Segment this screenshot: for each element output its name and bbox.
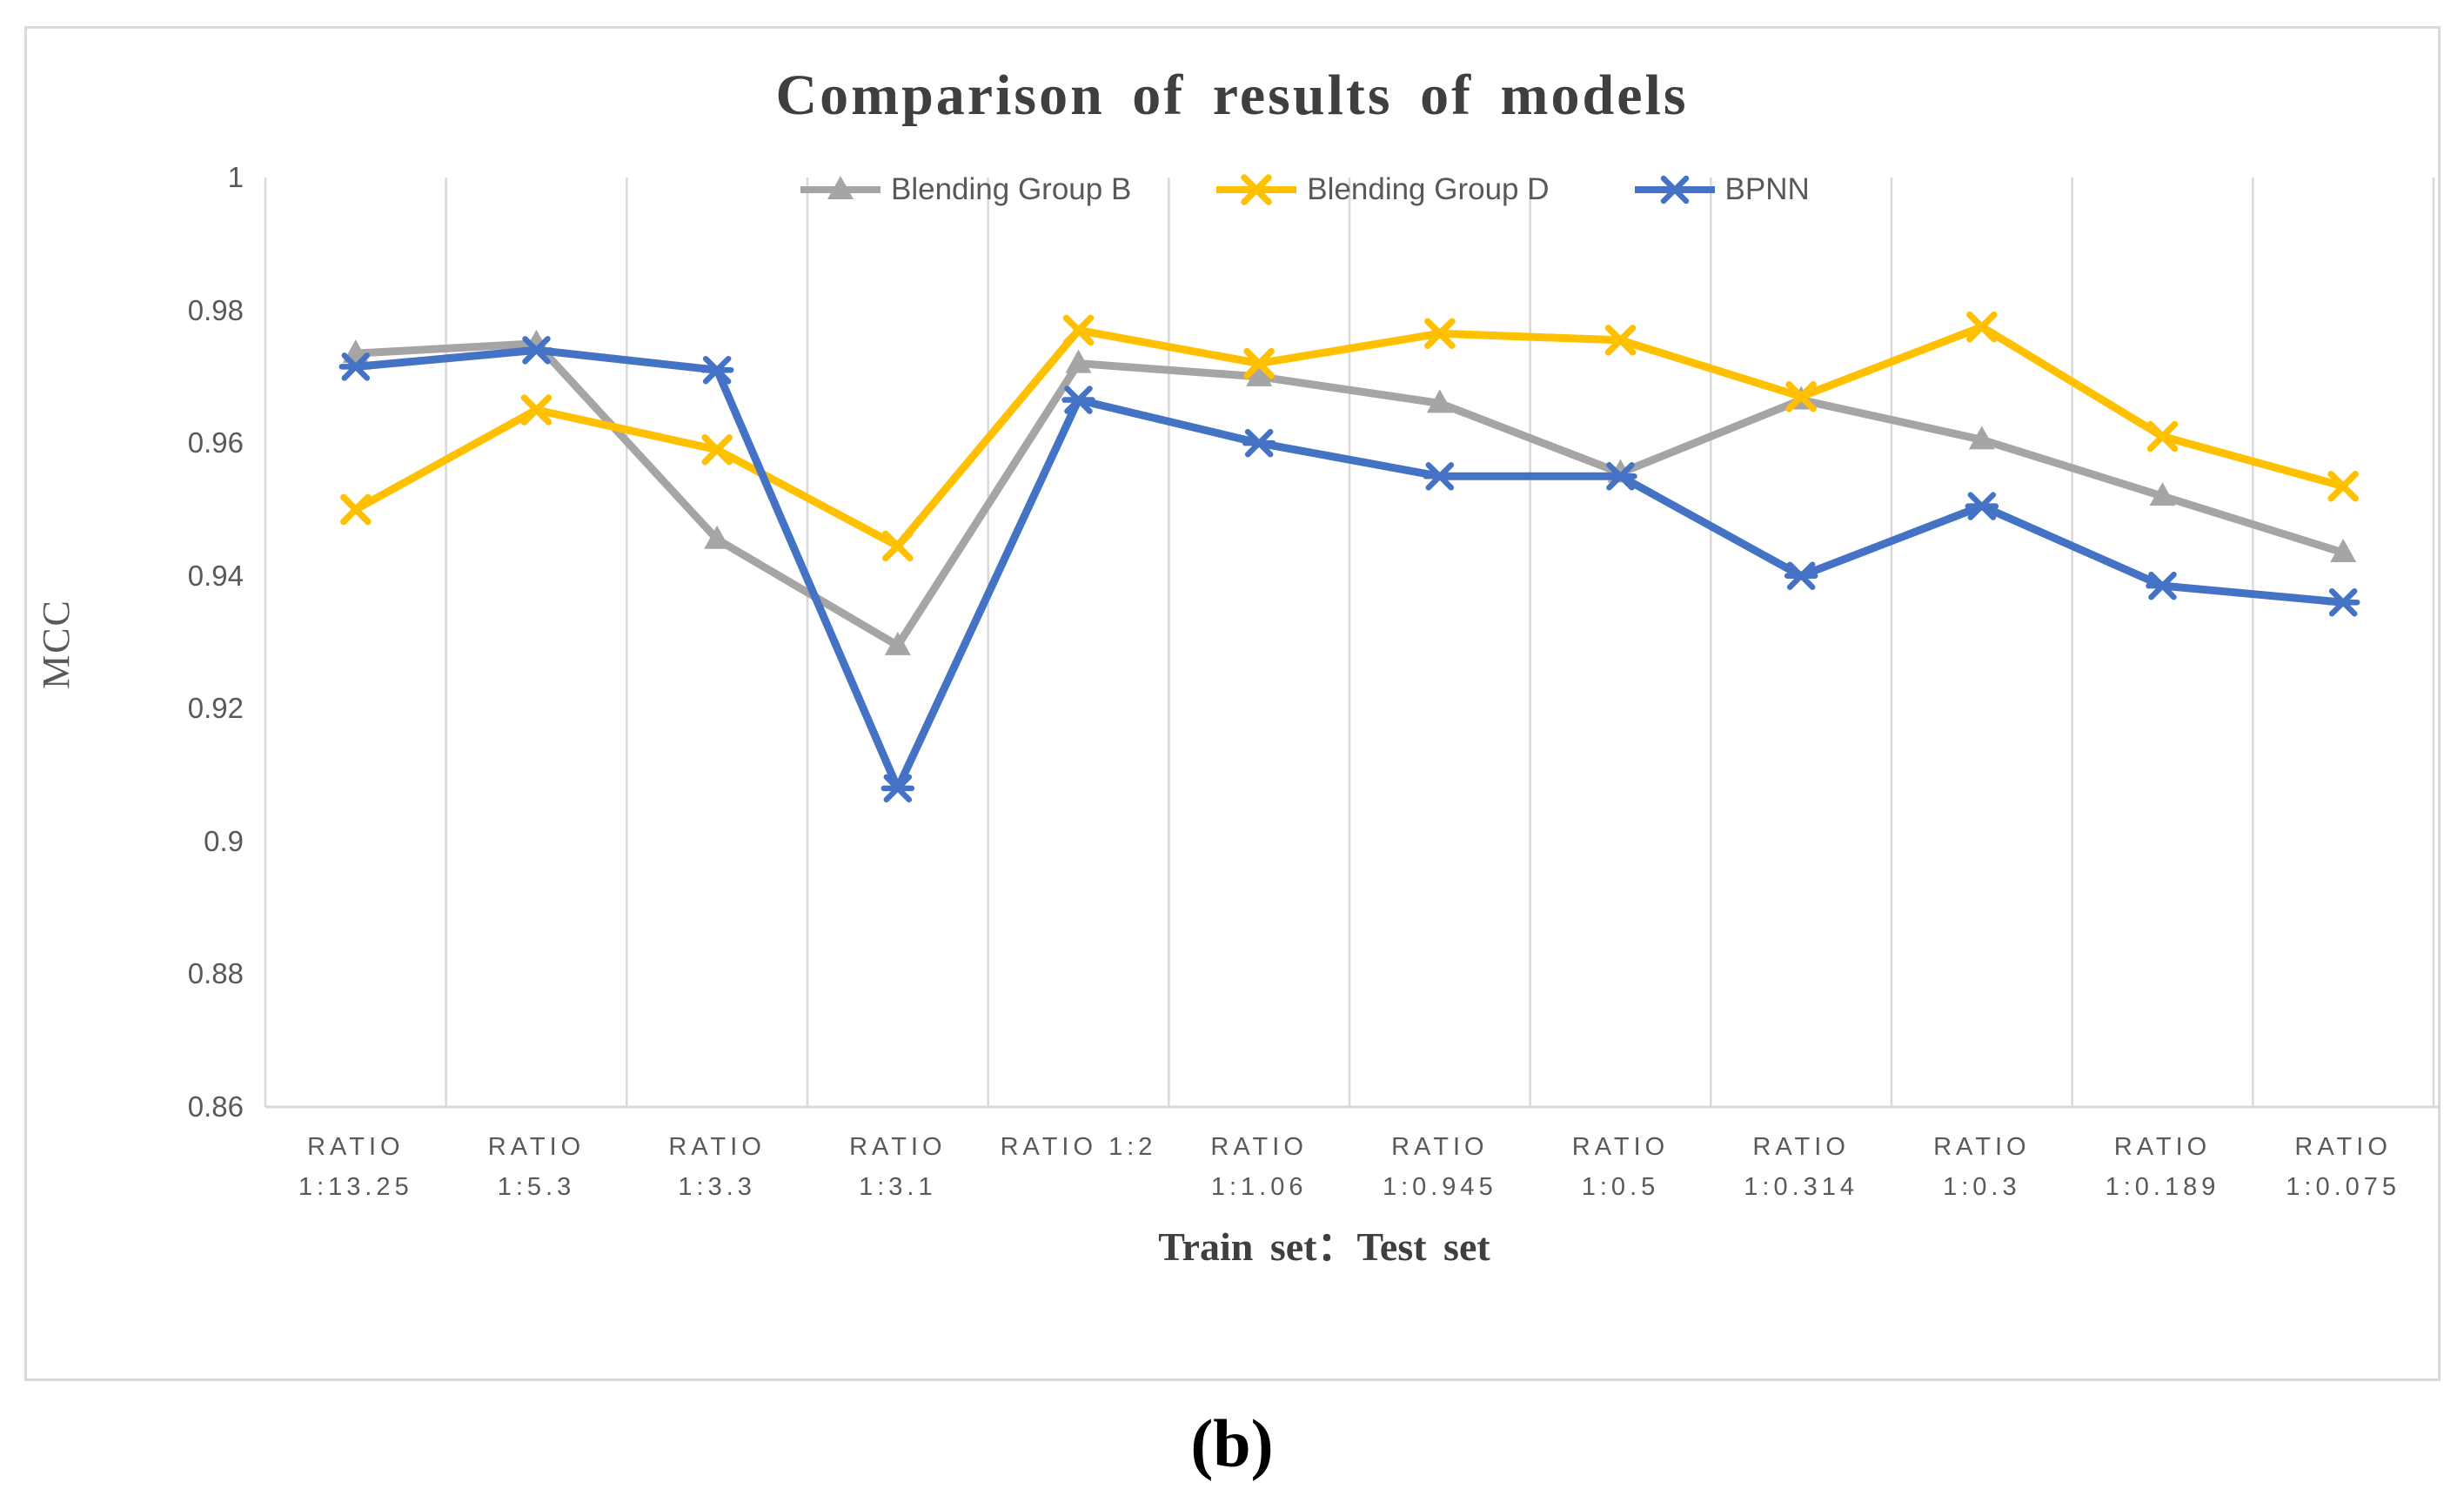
- x-marker: [2327, 470, 2359, 502]
- legend-item-bpnn: BPNN: [1633, 172, 1810, 207]
- triangle-marker: [827, 176, 854, 199]
- asterisk-marker: [1423, 462, 1457, 491]
- x-marker: [1785, 380, 1817, 412]
- x-tick-label: RATIO 1:0.189: [2105, 1133, 2220, 1201]
- y-axis-tick-labels: 1 0.98 0.96 0.94 0.92 0.9 0.88 0.86: [126, 0, 248, 1509]
- triangle-marker: [704, 525, 731, 549]
- x-tick-label: RATIO 1:13.25: [298, 1133, 413, 1201]
- asterisk-marker: [2326, 587, 2360, 617]
- y-tick-label: 1: [227, 161, 244, 193]
- x-marker: [1062, 314, 1095, 346]
- y-tick-label: 0.88: [187, 957, 244, 990]
- x-tick-label: RATIO 1:0.945: [1382, 1133, 1497, 1201]
- legend-swatch-blending-group-d: [1216, 174, 1297, 205]
- y-tick-label: 0.92: [187, 692, 244, 725]
- asterisk-marker: [700, 355, 734, 385]
- asterisk-marker: [880, 774, 915, 803]
- asterisk-marker: [2146, 571, 2179, 600]
- x-marker: [340, 493, 372, 526]
- triangle-marker: [1968, 426, 1995, 450]
- triangle-marker: [1065, 349, 1092, 373]
- asterisk-marker: [519, 336, 553, 365]
- series-blending-group-d: [340, 311, 2359, 562]
- x-tick-label: RATIO 1:0.075: [2286, 1133, 2401, 1201]
- asterisk-marker: [1242, 428, 1276, 458]
- x-tick-label: RATIO 1:3.1: [849, 1133, 947, 1201]
- y-tick-label: 0.9: [204, 824, 244, 857]
- triangle-marker: [1246, 362, 1273, 386]
- asterisk-marker: [338, 352, 373, 381]
- chart-legend: Blending Group B Blending Group D BPNN: [799, 169, 1810, 211]
- asterisk-marker: [1604, 462, 1637, 491]
- y-tick-label: 0.98: [187, 293, 244, 326]
- asterisk-marker: [1061, 386, 1095, 414]
- asterisk-marker: [1965, 492, 1999, 520]
- x-marker: [1604, 325, 1637, 356]
- x-marker: [1243, 347, 1275, 379]
- legend-label-blending-group-d: Blending Group D: [1307, 172, 1550, 206]
- legend-item-blending-group-d: Blending Group D: [1215, 172, 1550, 207]
- x-marker: [1424, 318, 1456, 350]
- x-tick-label: RATIO 1:0.3: [1933, 1133, 2031, 1201]
- figure-caption: (b): [1190, 1405, 1274, 1481]
- figure-border: [24, 26, 2441, 1381]
- x-marker: [701, 434, 733, 466]
- legend-swatch-bpnn: [1634, 175, 1715, 205]
- triangle-marker: [1426, 389, 1453, 413]
- x-marker: [1966, 311, 1998, 343]
- x-tick-label: RATIO 1:5.3: [487, 1133, 586, 1201]
- x-tick-label: RATIO 1:0.5: [1571, 1133, 1670, 1201]
- x-marker: [2146, 420, 2179, 453]
- triangle-marker: [2330, 539, 2357, 563]
- legend-swatch-blending-group-b: [800, 176, 880, 199]
- asterisk-marker: [1784, 561, 1818, 590]
- triangle-marker: [884, 631, 911, 655]
- asterisk-marker: [1657, 175, 1691, 205]
- x-tick-label: RATIO 1:3.3: [668, 1133, 766, 1201]
- legend-item-blending-group-b: Blending Group B: [799, 172, 1131, 207]
- x-axis-title: Train set：Test set: [1158, 1224, 1490, 1269]
- legend-label-blending-group-b: Blending Group B: [891, 172, 1132, 206]
- x-tick-label: RATIO 1:0.314: [1744, 1133, 1859, 1201]
- vertical-gridlines: [264, 178, 2435, 1107]
- y-tick-label: 0.96: [187, 426, 244, 459]
- triangle-marker: [2149, 482, 2176, 506]
- y-tick-label: 0.86: [187, 1090, 244, 1123]
- chart-title: Comparison of results of models: [775, 64, 1689, 127]
- x-tick-label: RATIO 1:2: [1000, 1133, 1157, 1161]
- x-marker: [520, 394, 552, 426]
- x-marker: [882, 530, 914, 562]
- x-tick-label: RATIO 1:1.06: [1210, 1133, 1308, 1201]
- legend-label-bpnn: BPNN: [1724, 172, 1810, 206]
- y-tick-label: 0.94: [187, 559, 244, 592]
- x-marker: [1241, 174, 1273, 205]
- series-bpnn: [338, 336, 2360, 803]
